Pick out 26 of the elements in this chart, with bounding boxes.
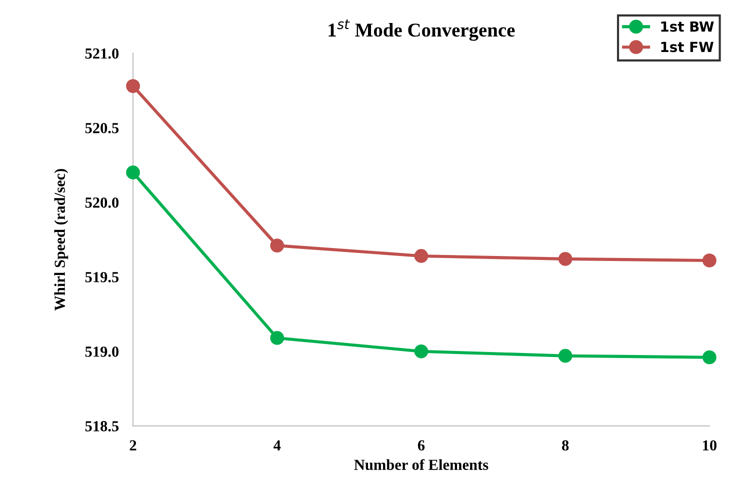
y-tick-label: 519.0 [85,346,119,357]
legend-label: 1st FW [661,42,714,52]
point [702,350,716,364]
x-tick-label: 2 [130,440,136,450]
point [126,166,140,180]
x-tick-label: 6 [418,440,425,451]
point [702,254,716,268]
y-tick-label: 520.0 [85,197,119,208]
x-tick-label: 4 [274,440,281,450]
y-axis-title: Whirl Speed (rad/sec) [54,168,68,311]
y-tick-label: 521.0 [85,48,119,59]
point [558,348,572,363]
chart-title: 1$^{st}$ Mode Convergence [328,19,515,41]
legend-label: 1st BW [661,21,714,32]
point [414,249,428,263]
point [270,238,284,252]
point [126,79,140,93]
point [414,344,428,358]
point [270,331,284,345]
x-tick-label: 8 [562,440,569,451]
point [558,252,572,266]
y-tick-label: 518.5 [85,421,119,432]
x-axis-title: Number of Elements [354,459,488,470]
y-tick-label: 519.5 [85,272,119,282]
y-tick-label: 520.5 [85,122,119,134]
x-tick-label: 10 [703,440,716,451]
